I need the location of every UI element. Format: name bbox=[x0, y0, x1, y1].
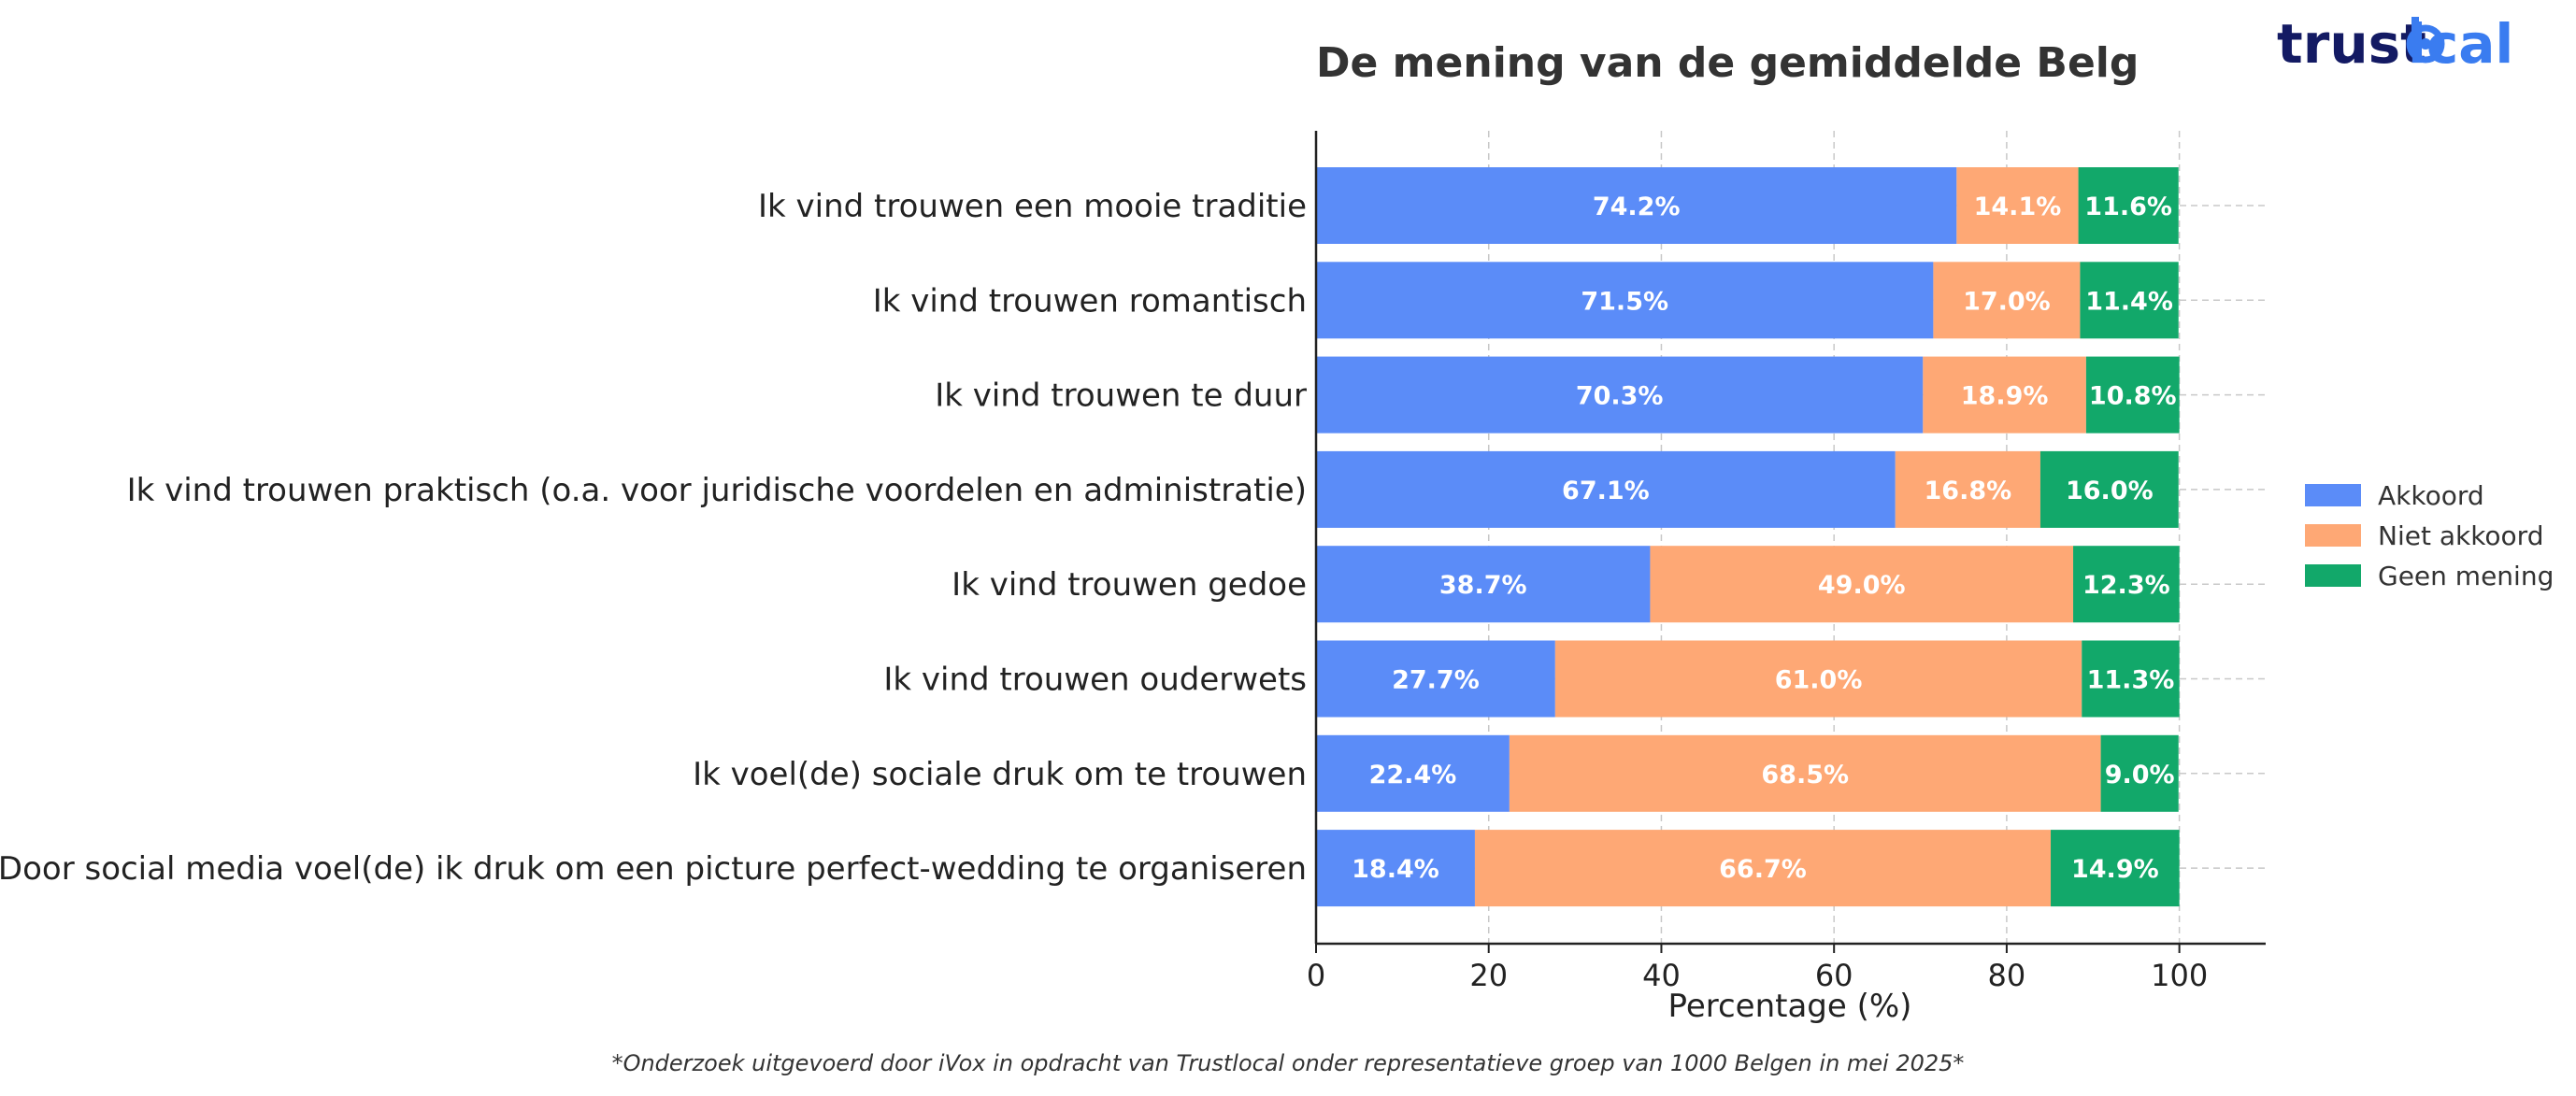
x-tick-label: 0 bbox=[1307, 958, 1325, 993]
x-tick-label: 100 bbox=[2151, 958, 2208, 993]
data-label: 12.3% bbox=[2082, 571, 2170, 600]
data-label: 71.5% bbox=[1581, 287, 1668, 316]
bar-segment bbox=[2082, 640, 2180, 718]
bar-segment bbox=[1316, 830, 1475, 907]
bar-segment bbox=[1316, 262, 1934, 339]
data-label: 11.3% bbox=[2087, 666, 2175, 695]
data-label: 18.4% bbox=[1352, 855, 1439, 884]
data-label: 27.7% bbox=[1392, 666, 1480, 695]
legend-label: Akkoord bbox=[2378, 480, 2484, 511]
bar-segment bbox=[2073, 546, 2180, 623]
bar-segment bbox=[1316, 450, 1896, 528]
data-label: 38.7% bbox=[1439, 571, 1527, 600]
bar-segment bbox=[1316, 356, 1924, 434]
legend-label: Niet akkoord bbox=[2378, 520, 2543, 551]
data-label: 9.0% bbox=[2105, 761, 2175, 790]
data-label: 61.0% bbox=[1775, 666, 1863, 695]
legend-swatch bbox=[2305, 564, 2361, 587]
logo-text-blue: lcal bbox=[2408, 12, 2513, 75]
bar-segment bbox=[1474, 830, 2052, 907]
x-tick-label: 20 bbox=[1469, 958, 1508, 993]
bar-segment bbox=[2051, 830, 2180, 907]
data-label: 10.8% bbox=[2089, 382, 2177, 411]
x-tick-label: 40 bbox=[1642, 958, 1681, 993]
data-label: 74.2% bbox=[1593, 192, 1681, 221]
legend: Akkoord Niet akkoord Geen mening bbox=[2305, 480, 2554, 591]
bar-segment bbox=[2085, 356, 2180, 434]
y-tick-label: Ik vind trouwen romantisch bbox=[873, 282, 1307, 320]
x-tick-label: 60 bbox=[1815, 958, 1853, 993]
y-tick-label: Ik vind trouwen praktisch (o.a. voor jur… bbox=[127, 472, 1307, 509]
bar-segment bbox=[1316, 167, 1957, 244]
bar-segment bbox=[1509, 734, 2101, 812]
bar-segment bbox=[1650, 546, 2074, 623]
data-label: 14.9% bbox=[2071, 855, 2159, 884]
bar-segment bbox=[1923, 356, 2086, 434]
data-label: 70.3% bbox=[1576, 382, 1664, 411]
bar-segment bbox=[1316, 546, 1651, 623]
bar-segment bbox=[1956, 167, 2079, 244]
axes: Ik vind trouwen een mooie traditie Ik vin… bbox=[0, 131, 2266, 993]
x-axis-label: Percentage (%) bbox=[1668, 988, 1912, 1025]
data-label: 49.0% bbox=[1818, 571, 1906, 600]
data-label: 66.7% bbox=[1719, 855, 1807, 884]
x-tick-label: 80 bbox=[1988, 958, 2026, 993]
bar-segment bbox=[2078, 167, 2179, 244]
chart-title: De mening van de gemiddelde Belg bbox=[1316, 39, 2139, 87]
y-tick-label: Ik voel(de) sociale druk om te trouwen bbox=[693, 756, 1307, 793]
y-tick-label: Ik vind trouwen ouderwets bbox=[883, 662, 1307, 699]
data-label: 11.4% bbox=[2085, 287, 2173, 316]
bar-segment bbox=[2080, 262, 2179, 339]
data-label: 16.8% bbox=[1925, 477, 2012, 505]
bars: 74.2% 14.1% 11.6% 71.5% 17.0% 11.4% 70.3% 18.9%… bbox=[1316, 167, 2180, 907]
grid-lines bbox=[1315, 131, 2266, 944]
bar-segment bbox=[1895, 450, 2040, 528]
y-tick-label: Ik vind trouwen een mooie traditie bbox=[758, 188, 1307, 225]
data-label: 68.5% bbox=[1761, 761, 1849, 790]
legend-swatch bbox=[2305, 524, 2361, 547]
data-label: 22.4% bbox=[1369, 761, 1457, 790]
trustlocal-logo: trust lcal bbox=[2277, 12, 2513, 75]
bar-segment bbox=[1316, 640, 1555, 718]
footnote: *Onderzoek uitgevoerd door iVox in opdra… bbox=[611, 1050, 1965, 1076]
bar-segment bbox=[1554, 640, 2082, 718]
data-label: 16.0% bbox=[2066, 477, 2154, 505]
y-tick-label: Ik vind trouwen gedoe bbox=[952, 566, 1307, 604]
bar-segment bbox=[2039, 450, 2179, 528]
logo-text-dark: trust bbox=[2277, 12, 2426, 75]
y-tick-label: Ik vind trouwen te duur bbox=[935, 377, 1307, 415]
y-tick-label: Door social media voel(de) ik druk om ee… bbox=[0, 850, 1307, 888]
data-label: 11.6% bbox=[2084, 192, 2172, 221]
legend-label: Geen mening bbox=[2378, 561, 2554, 591]
logo-target-icon bbox=[2406, 17, 2445, 64]
legend-swatch bbox=[2305, 484, 2361, 506]
data-label: 17.0% bbox=[1963, 287, 2051, 316]
data-label: 67.1% bbox=[1562, 477, 1650, 505]
data-label: 14.1% bbox=[1974, 192, 2062, 221]
bar-segment bbox=[1933, 262, 2081, 339]
data-label: 18.9% bbox=[1961, 382, 2049, 411]
bar-segment bbox=[1316, 734, 1510, 812]
bar-segment bbox=[2100, 734, 2179, 812]
